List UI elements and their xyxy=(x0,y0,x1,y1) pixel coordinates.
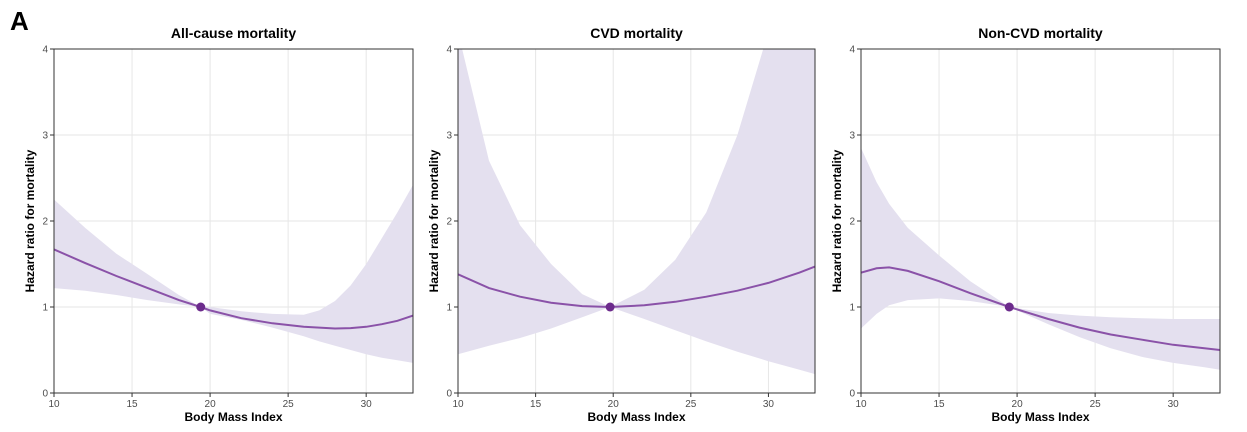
plot-area xyxy=(861,147,1220,370)
x-axis-label: Body Mass Index xyxy=(587,410,685,424)
y-axis-label: Hazard ratio for mortality xyxy=(23,149,37,292)
x-tick-label: 10 xyxy=(855,399,867,410)
x-tick-label: 15 xyxy=(933,399,945,410)
x-tick-label: 30 xyxy=(1168,399,1180,410)
x-tick-label: 20 xyxy=(1012,399,1024,410)
y-tick-label: 3 xyxy=(849,131,855,142)
y-tick-label: 0 xyxy=(446,389,452,400)
chart-title: All-cause mortality xyxy=(171,25,296,41)
hazard-ratio-line xyxy=(458,265,815,309)
y-tick-label: 0 xyxy=(849,389,855,400)
hazard-ratio-line xyxy=(54,248,413,330)
y-tick-label: 2 xyxy=(849,217,855,228)
x-axis-label: Body Mass Index xyxy=(991,410,1089,424)
x-tick-label: 20 xyxy=(608,399,620,410)
x-tick-label: 20 xyxy=(205,399,217,410)
x-tick-label: 25 xyxy=(283,399,295,410)
chart-title: CVD mortality xyxy=(590,25,683,41)
x-tick-label: 10 xyxy=(48,399,60,410)
y-tick-label: 1 xyxy=(446,303,452,314)
chart-panel-1: 10 15 20 25 30 0 1 2 3 4 All-cause mortality Body M… xyxy=(23,25,414,424)
hazard-ratio-line xyxy=(861,266,1220,351)
reference-point xyxy=(605,302,615,312)
confidence-band xyxy=(54,184,413,363)
x-axis-label: Body Mass Index xyxy=(184,410,282,424)
x-tick-label: 10 xyxy=(452,399,464,410)
y-tick-label: 3 xyxy=(42,131,48,142)
panel-letter: A xyxy=(10,6,29,36)
confidence-band xyxy=(861,147,1220,370)
y-tick-label: 1 xyxy=(42,303,48,314)
y-tick-label: 4 xyxy=(849,45,855,56)
reference-point xyxy=(196,302,206,312)
chart-title: Non-CVD mortality xyxy=(978,25,1103,41)
y-axis-label: Hazard ratio for mortality xyxy=(427,149,441,292)
y-tick-label: 2 xyxy=(42,217,48,228)
y-tick-label: 2 xyxy=(446,217,452,228)
x-tick-label: 25 xyxy=(1090,399,1102,410)
x-tick-label: 15 xyxy=(126,399,138,410)
reference-point xyxy=(1004,302,1014,312)
confidence-band xyxy=(458,49,815,375)
y-tick-label: 4 xyxy=(42,45,48,56)
y-axis-label: Hazard ratio for mortality xyxy=(830,149,844,292)
x-tick-label: 25 xyxy=(685,399,697,410)
chart-panel-2: 10 15 20 25 30 0 1 2 3 4 CVD mortality Body Mass In… xyxy=(427,25,816,424)
chart-panel-3: 10 15 20 25 30 0 1 2 3 4 Non-CVD mortality Body Mas… xyxy=(830,25,1221,424)
y-tick-label: 4 xyxy=(446,45,452,56)
plot-area xyxy=(54,184,413,363)
y-tick-label: 1 xyxy=(849,303,855,314)
x-tick-label: 30 xyxy=(763,399,775,410)
x-tick-label: 15 xyxy=(530,399,542,410)
y-tick-label: 3 xyxy=(446,131,452,142)
x-tick-label: 30 xyxy=(361,399,373,410)
y-tick-label: 0 xyxy=(42,389,48,400)
plot-area xyxy=(458,49,815,375)
